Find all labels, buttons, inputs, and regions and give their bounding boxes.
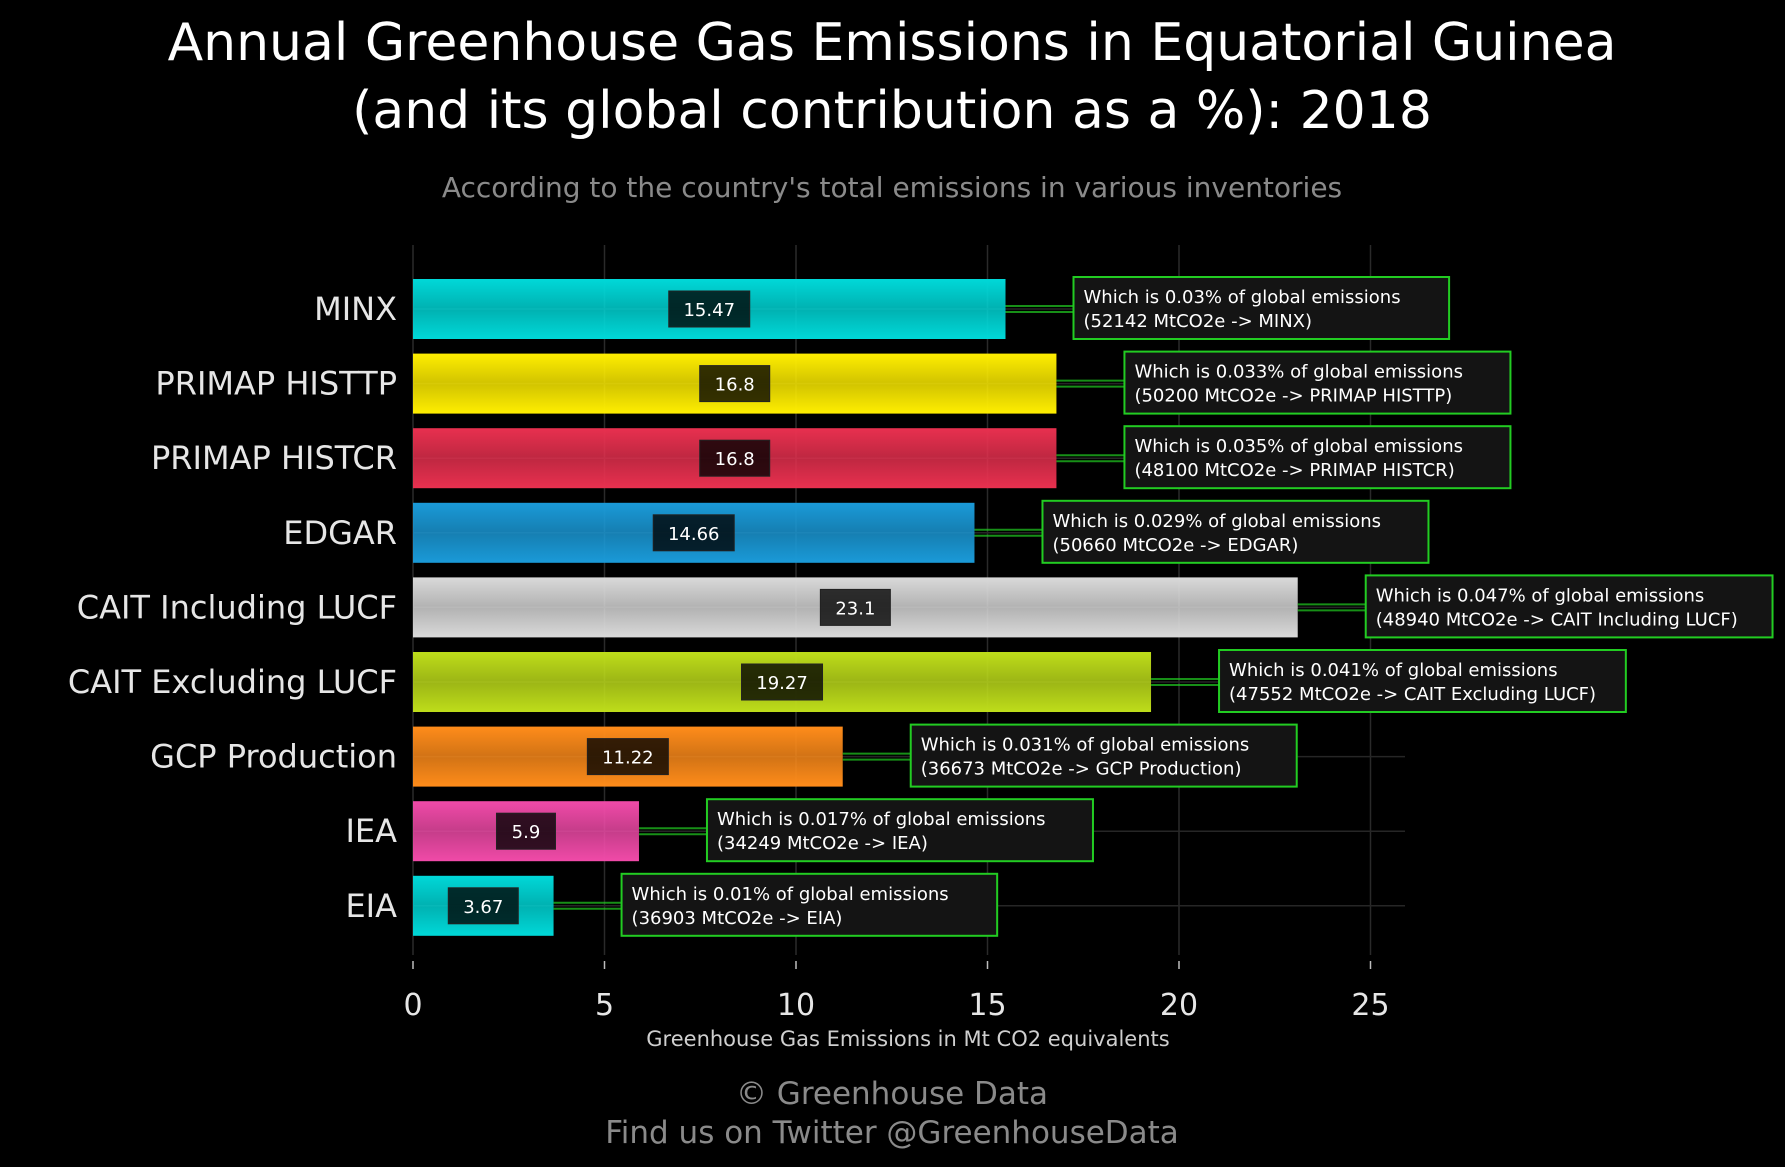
value-label: 14.66 (668, 524, 720, 545)
annotation-line2: (48100 MtCO2e -> PRIMAP HISTCR) (1134, 460, 1454, 481)
bars: MINX 15.47 Which is 0.03% of global emissi… (68, 276, 1774, 937)
annotation-line1: Which is 0.017% of global emissions (717, 809, 1046, 830)
x-tick-label: 20 (1160, 988, 1198, 1023)
x-axis-label: Greenhouse Gas Emissions in Mt CO2 equiv… (646, 1027, 1169, 1051)
annotation-line1: Which is 0.031% of global emissions (921, 735, 1250, 756)
footer-copyright: © Greenhouse Data (736, 1076, 1048, 1112)
annotation-box (909, 723, 1298, 788)
annotation-box (1123, 425, 1512, 490)
annotation-line2: (52142 MtCO2e -> MINX) (1084, 311, 1313, 332)
value-label-box (586, 738, 669, 776)
annotation-box (1364, 574, 1774, 639)
x-tick-label: 15 (968, 988, 1006, 1023)
category-label: GCP Production (150, 738, 397, 776)
value-label-box (741, 663, 824, 701)
annotation-line1: Which is 0.035% of global emissions (1134, 436, 1463, 457)
chart-subtitle: According to the country's total emissio… (442, 171, 1342, 204)
value-label: 16.8 (715, 449, 755, 470)
value-label: 23.1 (835, 598, 875, 619)
annotation-line1: Which is 0.041% of global emissions (1229, 660, 1558, 681)
chart-title-line1: Annual Greenhouse Gas Emissions in Equat… (168, 13, 1617, 73)
annotation-line1: Which is 0.033% of global emissions (1134, 362, 1463, 383)
category-label: EDGAR (283, 514, 397, 552)
annotation-line1: Which is 0.029% of global emissions (1052, 511, 1381, 532)
value-label-box (668, 290, 751, 328)
category-label: CAIT Including LUCF (77, 588, 397, 626)
annotation-line2: (36673 MtCO2e -> GCP Production) (921, 759, 1242, 780)
category-label: CAIT Excluding LUCF (68, 663, 397, 701)
annotation-box (1218, 649, 1627, 713)
annotation-box (1072, 276, 1451, 340)
category-label: PRIMAP HISTTP (155, 365, 397, 403)
value-label-box (699, 439, 771, 477)
value-label: 19.27 (756, 673, 808, 694)
category-label: PRIMAP HISTCR (151, 439, 397, 477)
value-label: 15.47 (683, 300, 735, 321)
value-label-box (447, 887, 519, 925)
annotation-box (1123, 350, 1512, 415)
x-tick-label: 25 (1351, 988, 1389, 1023)
footer-twitter: Find us on Twitter @GreenhouseData (605, 1115, 1179, 1151)
annotation-line1: Which is 0.03% of global emissions (1084, 287, 1401, 308)
chart-title-line2: (and its global contribution as a %): 20… (352, 81, 1432, 141)
annotation-box (1041, 499, 1430, 564)
x-tick-label: 0 (403, 988, 422, 1023)
value-label-box (699, 365, 771, 403)
category-label: EIA (345, 887, 397, 925)
value-label: 5.9 (512, 822, 541, 843)
annotation-box (705, 798, 1094, 863)
x-tick-label: 5 (595, 988, 614, 1023)
annotation-box (620, 872, 999, 937)
annotation-line2: (50200 MtCO2e -> PRIMAP HISTTP) (1134, 386, 1452, 407)
annotation-line1: Which is 0.047% of global emissions (1376, 585, 1705, 606)
value-label: 16.8 (715, 375, 755, 396)
annotation-line1: Which is 0.01% of global emissions (632, 884, 949, 905)
annotation-line2: (36903 MtCO2e -> EIA) (632, 908, 843, 929)
annotation-line2: (50660 MtCO2e -> EDGAR) (1052, 535, 1298, 556)
value-label-box (495, 812, 556, 850)
value-label: 11.22 (602, 748, 654, 769)
x-axis: 0 5 10 15 20 25 (403, 961, 1390, 1023)
x-tick-label: 10 (777, 988, 815, 1023)
annotation-line2: (48940 MtCO2e -> CAIT Including LUCF) (1376, 609, 1738, 630)
category-label: IEA (345, 812, 397, 850)
annotation-line2: (47552 MtCO2e -> CAIT Excluding LUCF) (1229, 684, 1596, 705)
category-label: MINX (314, 290, 397, 328)
value-label-box (819, 588, 891, 626)
value-label-box (652, 514, 735, 552)
annotation-line2: (34249 MtCO2e -> IEA) (717, 833, 928, 854)
value-label: 3.67 (463, 897, 503, 918)
